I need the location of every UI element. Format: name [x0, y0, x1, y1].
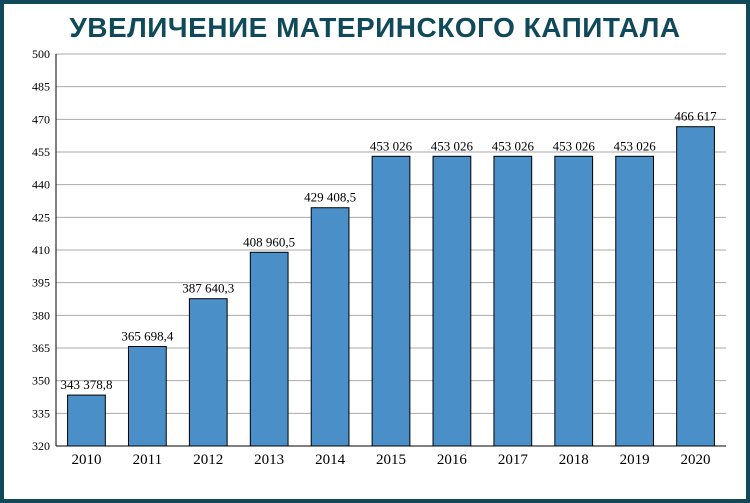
bar-value-label: 408 960,5	[243, 234, 295, 249]
bar-value-label: 453 026	[492, 138, 535, 153]
svg-text:350: 350	[32, 374, 50, 388]
x-tick-label: 2015	[376, 452, 406, 468]
bar-value-label: 365 698,4	[121, 328, 174, 343]
svg-text:455: 455	[32, 145, 50, 159]
bar-value-label: 453 026	[553, 138, 596, 153]
bar-2010	[68, 395, 106, 446]
chart-area: 320 335 350 365 380 395 410 425 440 455 470 485 500 3…	[20, 48, 730, 468]
bar-chart: 320 335 350 365 380 395 410 425 440 455 470 485 500 3…	[20, 48, 730, 468]
bar-2011	[128, 346, 166, 446]
x-tick-label: 2010	[71, 452, 101, 468]
bar-value-label: 343 378,8	[60, 377, 112, 392]
bar-value-label: 387 640,3	[182, 281, 234, 296]
x-tick-label: 2014	[315, 452, 346, 468]
x-tick-label: 2017	[498, 452, 529, 468]
bar-value-label: 453 026	[370, 138, 413, 153]
chart-title: УВЕЛИЧЕНИЕ МАТЕРИНСКОГО КАПИТАЛА	[4, 4, 746, 48]
svg-text:380: 380	[32, 308, 50, 322]
chart-frame: УВЕЛИЧЕНИЕ МАТЕРИНСКОГО КАПИТАЛА 3203353…	[0, 0, 750, 503]
x-tick-label: 2019	[620, 452, 650, 468]
svg-text:425: 425	[32, 210, 50, 224]
svg-text:470: 470	[32, 112, 50, 126]
x-tick-label: 2018	[559, 452, 589, 468]
bar-value-label: 466 617	[674, 109, 717, 124]
svg-text:410: 410	[32, 243, 50, 257]
svg-text:395: 395	[32, 276, 50, 290]
svg-text:500: 500	[32, 47, 50, 61]
bar-2019	[616, 156, 654, 446]
svg-text:365: 365	[32, 341, 50, 355]
bar-2018	[555, 156, 593, 446]
x-tick-label: 2020	[681, 452, 711, 468]
bar-value-label: 429 408,5	[304, 190, 356, 205]
x-tick-label: 2013	[254, 452, 284, 468]
bar-value-label: 453 026	[431, 138, 474, 153]
bar-2012	[189, 299, 227, 446]
bar-value-label: 453 026	[614, 138, 657, 153]
svg-text:320: 320	[32, 439, 50, 453]
svg-text:440: 440	[32, 178, 50, 192]
bar-2014	[311, 208, 349, 446]
bar-2020	[677, 127, 715, 446]
bar-2015	[372, 156, 410, 446]
svg-text:335: 335	[32, 406, 50, 420]
bar-2017	[494, 156, 532, 446]
x-tick-label: 2011	[133, 452, 162, 468]
x-tick-label: 2016	[437, 452, 468, 468]
svg-text:485: 485	[32, 80, 50, 94]
bar-2013	[250, 252, 288, 446]
x-tick-label: 2012	[193, 452, 223, 468]
bar-2016	[433, 156, 471, 446]
